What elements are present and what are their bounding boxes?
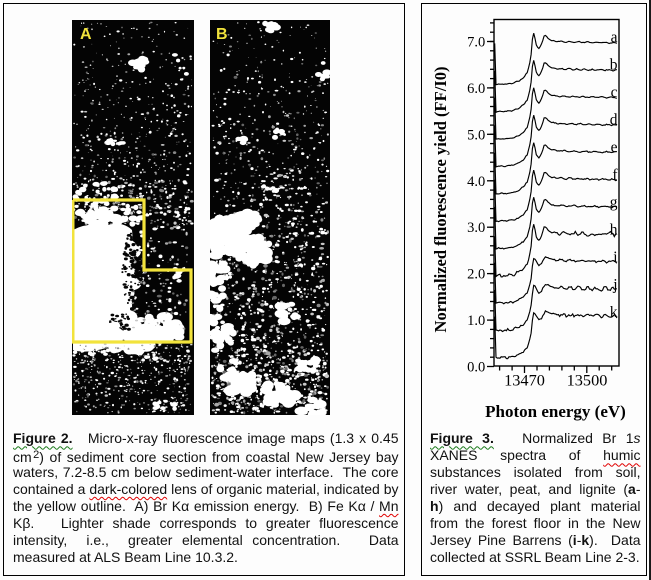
svg-text:A: A	[80, 26, 92, 43]
svg-text:B: B	[216, 26, 228, 43]
svg-text:j: j	[612, 276, 617, 293]
svg-text:7.0: 7.0	[467, 35, 485, 51]
svg-text:h: h	[610, 221, 618, 238]
svg-text:g: g	[610, 194, 618, 211]
svg-text:k: k	[610, 304, 618, 321]
svg-text:f: f	[612, 166, 618, 183]
svg-text:i: i	[613, 249, 618, 266]
svg-text:Normalized fluorescence yield: Normalized fluorescence yield (FF/I0)	[431, 67, 450, 333]
svg-text:13470: 13470	[504, 371, 545, 390]
svg-text:4.0: 4.0	[467, 174, 485, 190]
svg-text:2.0: 2.0	[467, 267, 485, 283]
svg-text:b: b	[610, 56, 618, 73]
svg-text:c: c	[611, 84, 618, 101]
svg-text:3.0: 3.0	[467, 220, 485, 236]
svg-text:1.0: 1.0	[467, 313, 485, 329]
svg-text:Photon energy (eV): Photon energy (eV)	[485, 402, 626, 421]
svg-text:6.0: 6.0	[467, 81, 485, 97]
svg-text:d: d	[610, 111, 618, 128]
svg-text:0.0: 0.0	[467, 360, 485, 376]
svg-text:5.0: 5.0	[467, 127, 485, 143]
svg-text:e: e	[611, 139, 618, 156]
svg-text:13500: 13500	[567, 371, 608, 390]
svg-text:a: a	[611, 29, 618, 46]
